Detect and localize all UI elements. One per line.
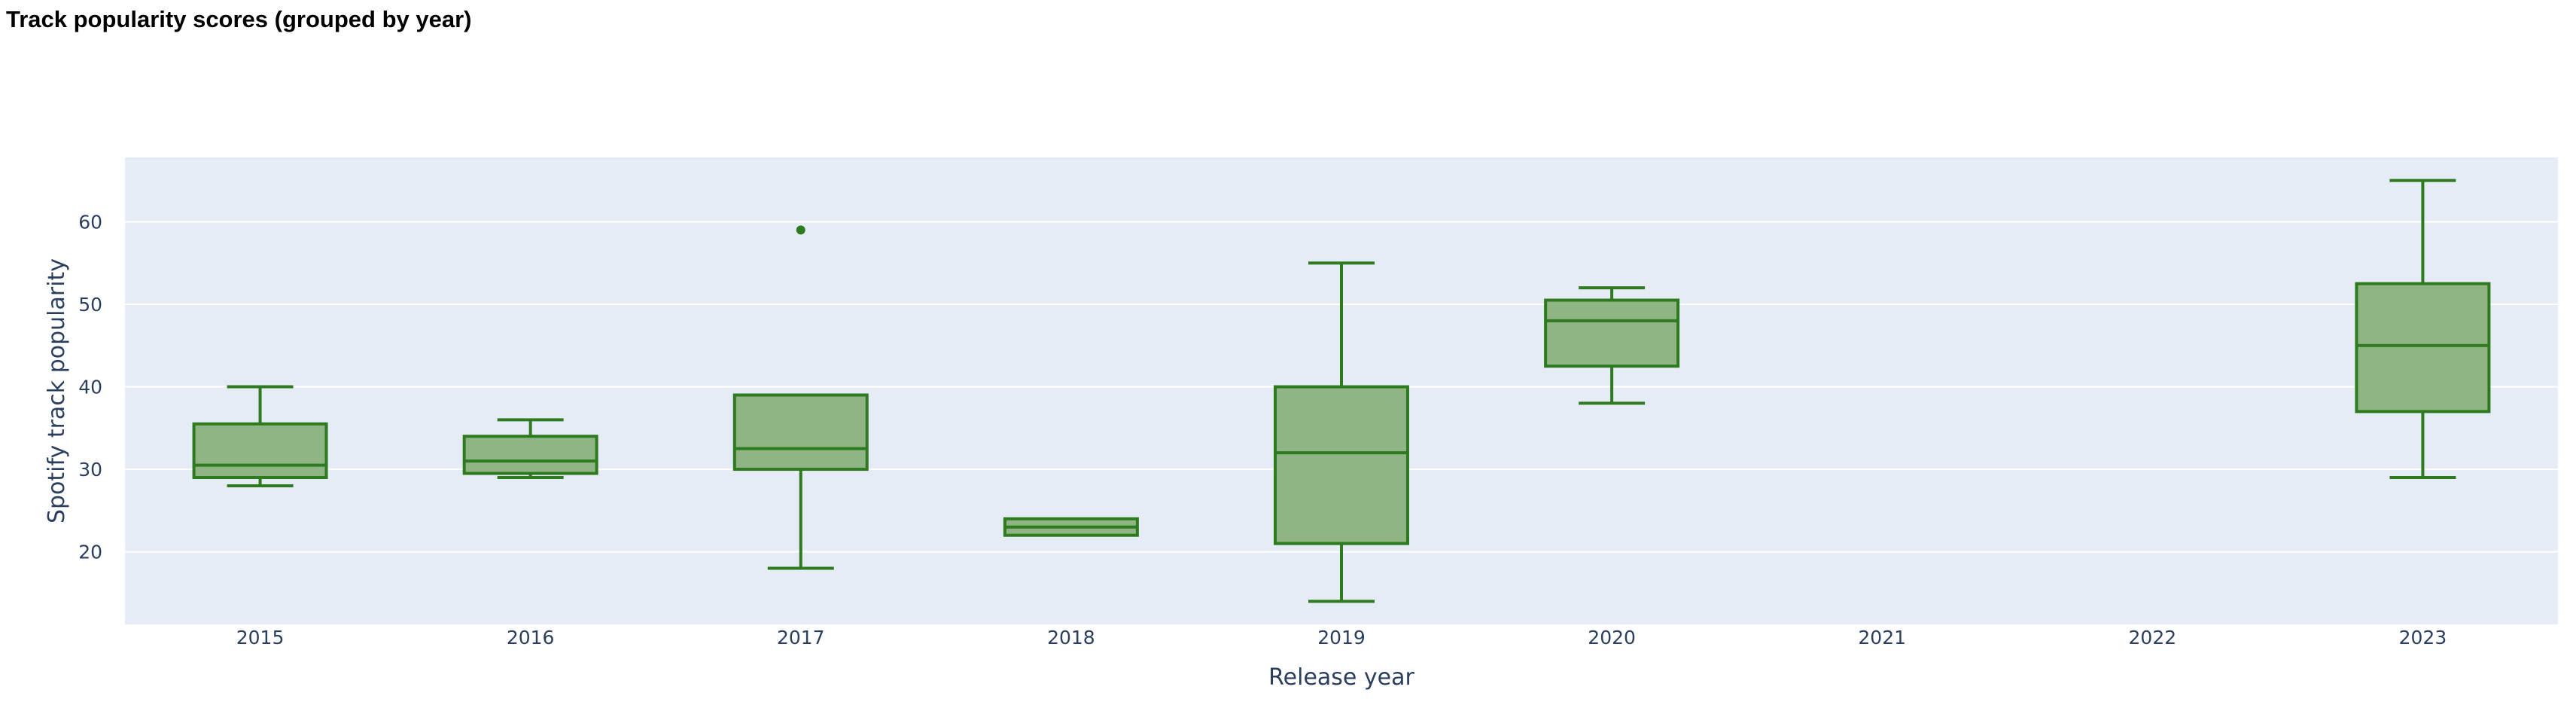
box-body [462, 435, 598, 475]
box-body [732, 393, 869, 471]
y-tick-labels: 20 30 40 50 60 [78, 211, 102, 563]
box-2018 [1003, 517, 1139, 537]
x-tick-label: 2022 [2129, 627, 2177, 648]
y-tick-label: 20 [78, 542, 102, 563]
y-axis-title: Spotify track popularity [44, 258, 70, 523]
x-tick-label: 2023 [2399, 627, 2447, 648]
x-tick-label: 2016 [507, 627, 555, 648]
y-tick-label: 40 [78, 377, 102, 398]
box-2020 [1544, 286, 1680, 405]
y-tick-label: 30 [78, 459, 102, 481]
chart-title: Track popularity scores (grouped by year… [6, 6, 472, 32]
x-tick-label: 2018 [1047, 627, 1095, 648]
box-body [1274, 385, 1409, 545]
box-2019 [1274, 261, 1409, 603]
x-tick-label: 2021 [1858, 627, 1906, 648]
box-series [192, 179, 2491, 603]
x-tick-label: 2015 [236, 627, 285, 648]
x-tick-label: 2019 [1317, 627, 1366, 648]
box-body [1544, 298, 1680, 368]
box-body [2355, 282, 2491, 414]
x-tick-label: 2020 [1588, 627, 1636, 648]
outlier-point [796, 225, 805, 235]
y-tick-label: 50 [78, 294, 102, 316]
box-2017 [732, 225, 869, 570]
box-2016 [462, 418, 598, 480]
x-tick-labels: 2015 2016 2017 2018 2019 2020 2021 2022 2023 [236, 627, 2447, 648]
x-axis-title: Release year [1268, 664, 1414, 691]
box-2015 [192, 385, 328, 487]
box-body [192, 422, 328, 480]
box-2023 [2355, 179, 2491, 480]
y-tick-label: 60 [78, 211, 102, 233]
x-tick-label: 2017 [777, 627, 825, 648]
